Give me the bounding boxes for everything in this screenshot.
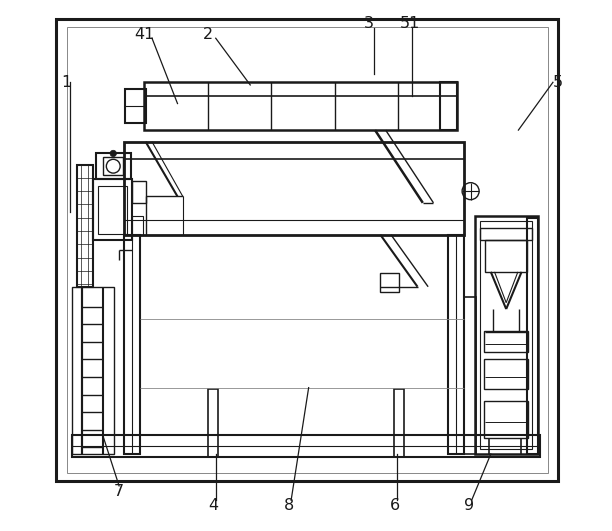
Bar — [485, 240, 527, 272]
Bar — [124, 235, 140, 454]
Text: 9: 9 — [465, 498, 475, 513]
Bar — [132, 216, 143, 235]
Bar — [484, 359, 529, 389]
Bar — [480, 221, 532, 449]
Text: 51: 51 — [400, 16, 420, 31]
Bar — [144, 82, 457, 130]
Bar — [380, 273, 399, 292]
Bar — [124, 142, 465, 235]
Bar — [98, 186, 127, 234]
Text: 3: 3 — [364, 16, 374, 31]
Text: 7: 7 — [114, 484, 124, 499]
Text: 41: 41 — [134, 27, 154, 42]
Bar — [484, 331, 529, 352]
Bar — [475, 216, 537, 454]
Circle shape — [110, 150, 116, 157]
Text: 5: 5 — [553, 75, 563, 90]
Bar — [207, 389, 218, 457]
Bar — [92, 179, 132, 240]
Bar — [132, 181, 146, 203]
Text: 4: 4 — [208, 498, 218, 513]
Bar — [449, 235, 465, 454]
Bar — [96, 153, 131, 179]
Bar — [72, 435, 540, 457]
Bar — [67, 27, 548, 473]
Text: 8: 8 — [284, 498, 294, 513]
Bar — [76, 165, 92, 287]
Bar — [103, 157, 124, 175]
Bar — [480, 228, 532, 240]
Bar — [484, 401, 529, 438]
Bar — [56, 19, 558, 481]
Bar — [440, 82, 457, 130]
Text: 2: 2 — [203, 27, 213, 42]
Text: 1: 1 — [61, 75, 71, 90]
Bar — [125, 89, 146, 123]
Bar — [465, 297, 476, 454]
Bar — [72, 287, 114, 454]
Bar — [394, 389, 405, 457]
Text: 6: 6 — [390, 498, 400, 513]
Bar — [527, 218, 537, 454]
